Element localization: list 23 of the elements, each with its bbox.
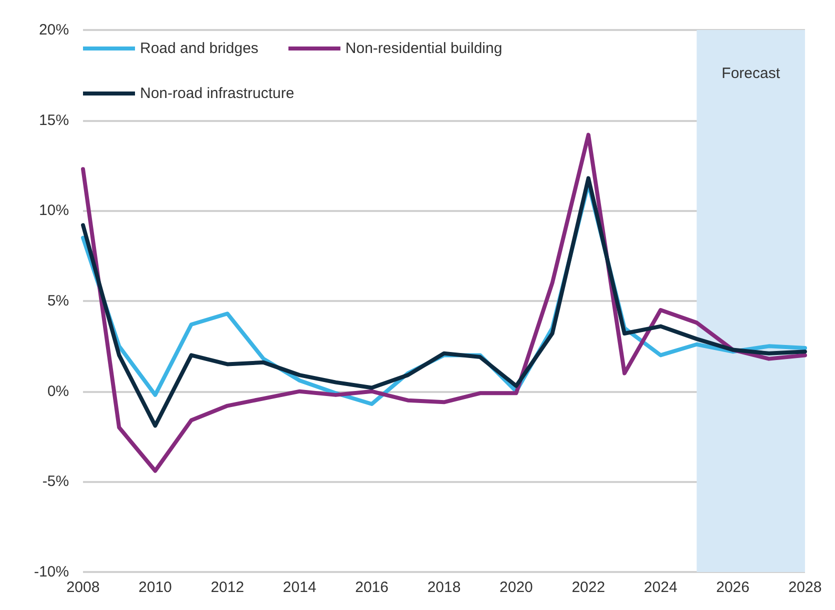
y-tick-label: 10%: [38, 202, 69, 220]
y-tick-label: 5%: [47, 292, 69, 310]
x-tick-label: 2028: [788, 579, 822, 596]
legend-label: Non-residential building: [345, 40, 502, 57]
legend-label: Road and bridges: [140, 40, 258, 57]
x-tick-label: 2024: [644, 579, 678, 596]
x-tick-label: 2026: [716, 579, 750, 596]
y-tick-label: -10%: [34, 564, 69, 580]
x-tick-label: 2016: [355, 579, 388, 596]
x-tick-label: 2020: [500, 579, 533, 596]
y-tick-label: 0%: [47, 382, 69, 400]
legend-label: Non-road infrastructure: [140, 85, 294, 102]
y-tick-label: 20%: [38, 22, 69, 38]
x-tick-label: 2014: [282, 579, 316, 596]
y-tick-label: -5%: [42, 473, 69, 490]
x-tick-label: 2012: [210, 579, 244, 596]
x-tick-label: 2008: [66, 579, 100, 596]
y-tick-label: 15%: [38, 112, 69, 129]
line-series: [81, 132, 807, 473]
x-tick-label: 2010: [138, 579, 172, 596]
x-tick-label: 2018: [427, 579, 461, 596]
x-tick-label: 2022: [572, 579, 606, 596]
band-label: Forecast: [722, 65, 781, 82]
